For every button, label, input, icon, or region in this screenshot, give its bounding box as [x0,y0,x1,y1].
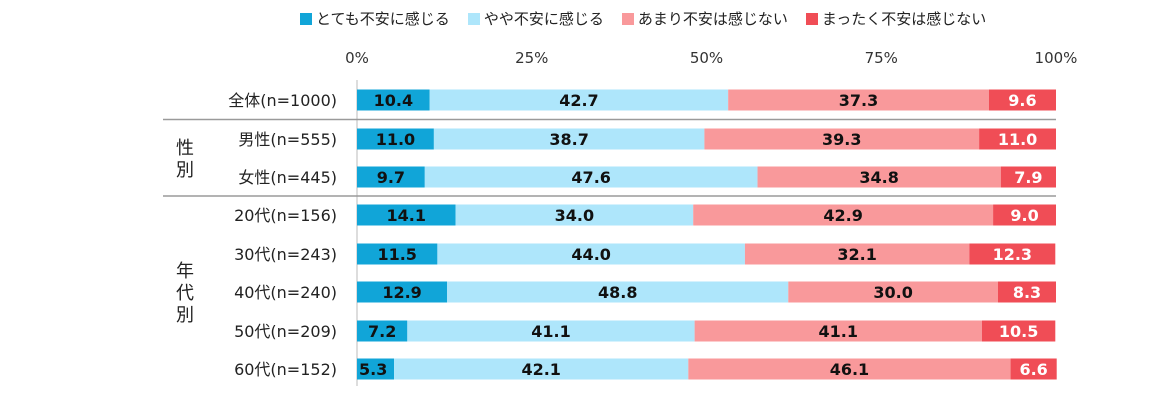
category-label: 20代(n=156) [234,206,337,225]
legend: とても不安に感じる やや不安に感じる あまり不安は感じない まったく不安は感じない [300,8,986,29]
group-label: 年代別 [176,261,194,326]
bar-segment [688,358,1011,380]
bar-segment [744,243,970,265]
bar-segment [357,320,408,342]
legend-item: とても不安に感じる [300,8,450,29]
data-label: 39.3 [822,130,861,149]
bar-segment [407,320,695,342]
bar-segment [1000,166,1056,188]
data-label: 34.8 [859,168,898,187]
data-label: 14.1 [387,206,426,225]
data-label: 41.1 [819,322,858,341]
legend-label: やや不安に感じる [483,10,604,28]
data-label: 11.0 [376,130,415,149]
bar-segment [988,89,1056,111]
data-label: 7.9 [1014,168,1042,187]
bar-segment [357,358,395,380]
bar-segment [357,128,434,150]
data-label: 10.4 [374,91,413,110]
data-label: 5.3 [359,360,387,379]
data-label: 37.3 [839,91,878,110]
category-label: 女性(n=445) [238,168,337,187]
bar-segment [455,204,694,226]
data-label: 7.2 [368,322,396,341]
data-label: 30.0 [873,283,912,302]
x-tick-label: 0% [345,49,369,67]
x-tick-label: 25% [515,49,548,67]
category-label: 50代(n=209) [234,322,337,341]
bar-segment [437,243,745,265]
data-label: 8.3 [1013,283,1041,302]
x-tick-label: 100% [1035,49,1078,67]
data-label: 32.1 [837,245,876,264]
bar-segment [728,89,989,111]
bar-segment [1010,358,1057,380]
data-label: 44.0 [571,245,610,264]
data-label: 9.6 [1008,91,1036,110]
data-label: 10.5 [999,322,1038,341]
x-tick-label: 50% [690,49,723,67]
data-label: 41.1 [531,322,570,341]
bar-segment [357,243,438,265]
bar-segment [997,281,1056,303]
bar-segment [979,128,1056,150]
data-label: 38.7 [549,130,588,149]
legend-item: やや不安に感じる [467,8,604,29]
data-label: 9.0 [1010,206,1038,225]
bar-segment [993,204,1056,226]
legend-label: あまり不安は感じない [637,10,788,28]
bar-segment [394,358,689,380]
bar-segment [433,128,705,150]
data-label: 42.7 [559,91,598,110]
bar-segment [357,204,456,226]
legend-swatch [300,12,312,25]
legend-swatch [621,12,634,25]
legend-swatch [805,12,818,25]
bar-segment [757,166,1001,188]
x-tick-label: 75% [865,49,898,67]
data-label: 46.1 [830,360,869,379]
bar-segment [704,128,980,150]
data-label: 6.6 [1019,360,1047,379]
bar-segment [788,281,998,303]
data-label: 34.0 [555,206,594,225]
bar-segment [357,281,448,303]
legend-label: とても不安に感じる [316,10,450,28]
data-label: 11.5 [377,245,416,264]
bar-segment [424,166,758,188]
data-label: 42.9 [823,206,862,225]
bar-segment [357,89,430,111]
data-label: 12.3 [993,245,1032,264]
data-label: 48.8 [598,283,637,302]
data-label: 9.7 [377,168,405,187]
legend-label: まったく不安は感じない [821,10,987,28]
category-label: 60代(n=152) [234,360,337,379]
data-label: 47.6 [571,168,610,187]
data-label: 42.1 [521,360,560,379]
category-label: 全体(n=1000) [228,91,337,110]
bar-segment [357,166,425,188]
legend-item: あまり不安は感じない [621,8,788,29]
bar-segment [447,281,789,303]
bar-segment [694,320,982,342]
bar-segment [981,320,1056,342]
bar-segment [693,204,994,226]
category-label: 男性(n=555) [238,130,337,149]
data-label: 12.9 [382,283,421,302]
data-label: 11.0 [998,130,1037,149]
legend-swatch [467,12,480,25]
legend-item: まったく不安は感じない [805,8,987,29]
category-label: 40代(n=240) [234,283,337,302]
category-label: 30代(n=243) [234,245,337,264]
bar-segment [429,89,729,111]
bar-segment [969,243,1056,265]
group-label: 性別 [176,138,194,181]
